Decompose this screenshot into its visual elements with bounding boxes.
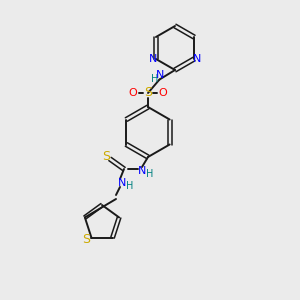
Text: O: O bbox=[159, 88, 167, 98]
Text: N: N bbox=[193, 54, 201, 64]
Text: N: N bbox=[118, 178, 126, 188]
Text: O: O bbox=[129, 88, 137, 98]
Text: S: S bbox=[102, 149, 110, 163]
Text: H: H bbox=[151, 74, 158, 83]
Text: S: S bbox=[144, 86, 152, 100]
Text: H: H bbox=[126, 181, 134, 191]
Text: N: N bbox=[156, 70, 165, 80]
Text: N: N bbox=[149, 54, 157, 64]
Text: S: S bbox=[82, 233, 90, 246]
Text: N: N bbox=[138, 166, 146, 176]
Text: H: H bbox=[146, 169, 154, 179]
